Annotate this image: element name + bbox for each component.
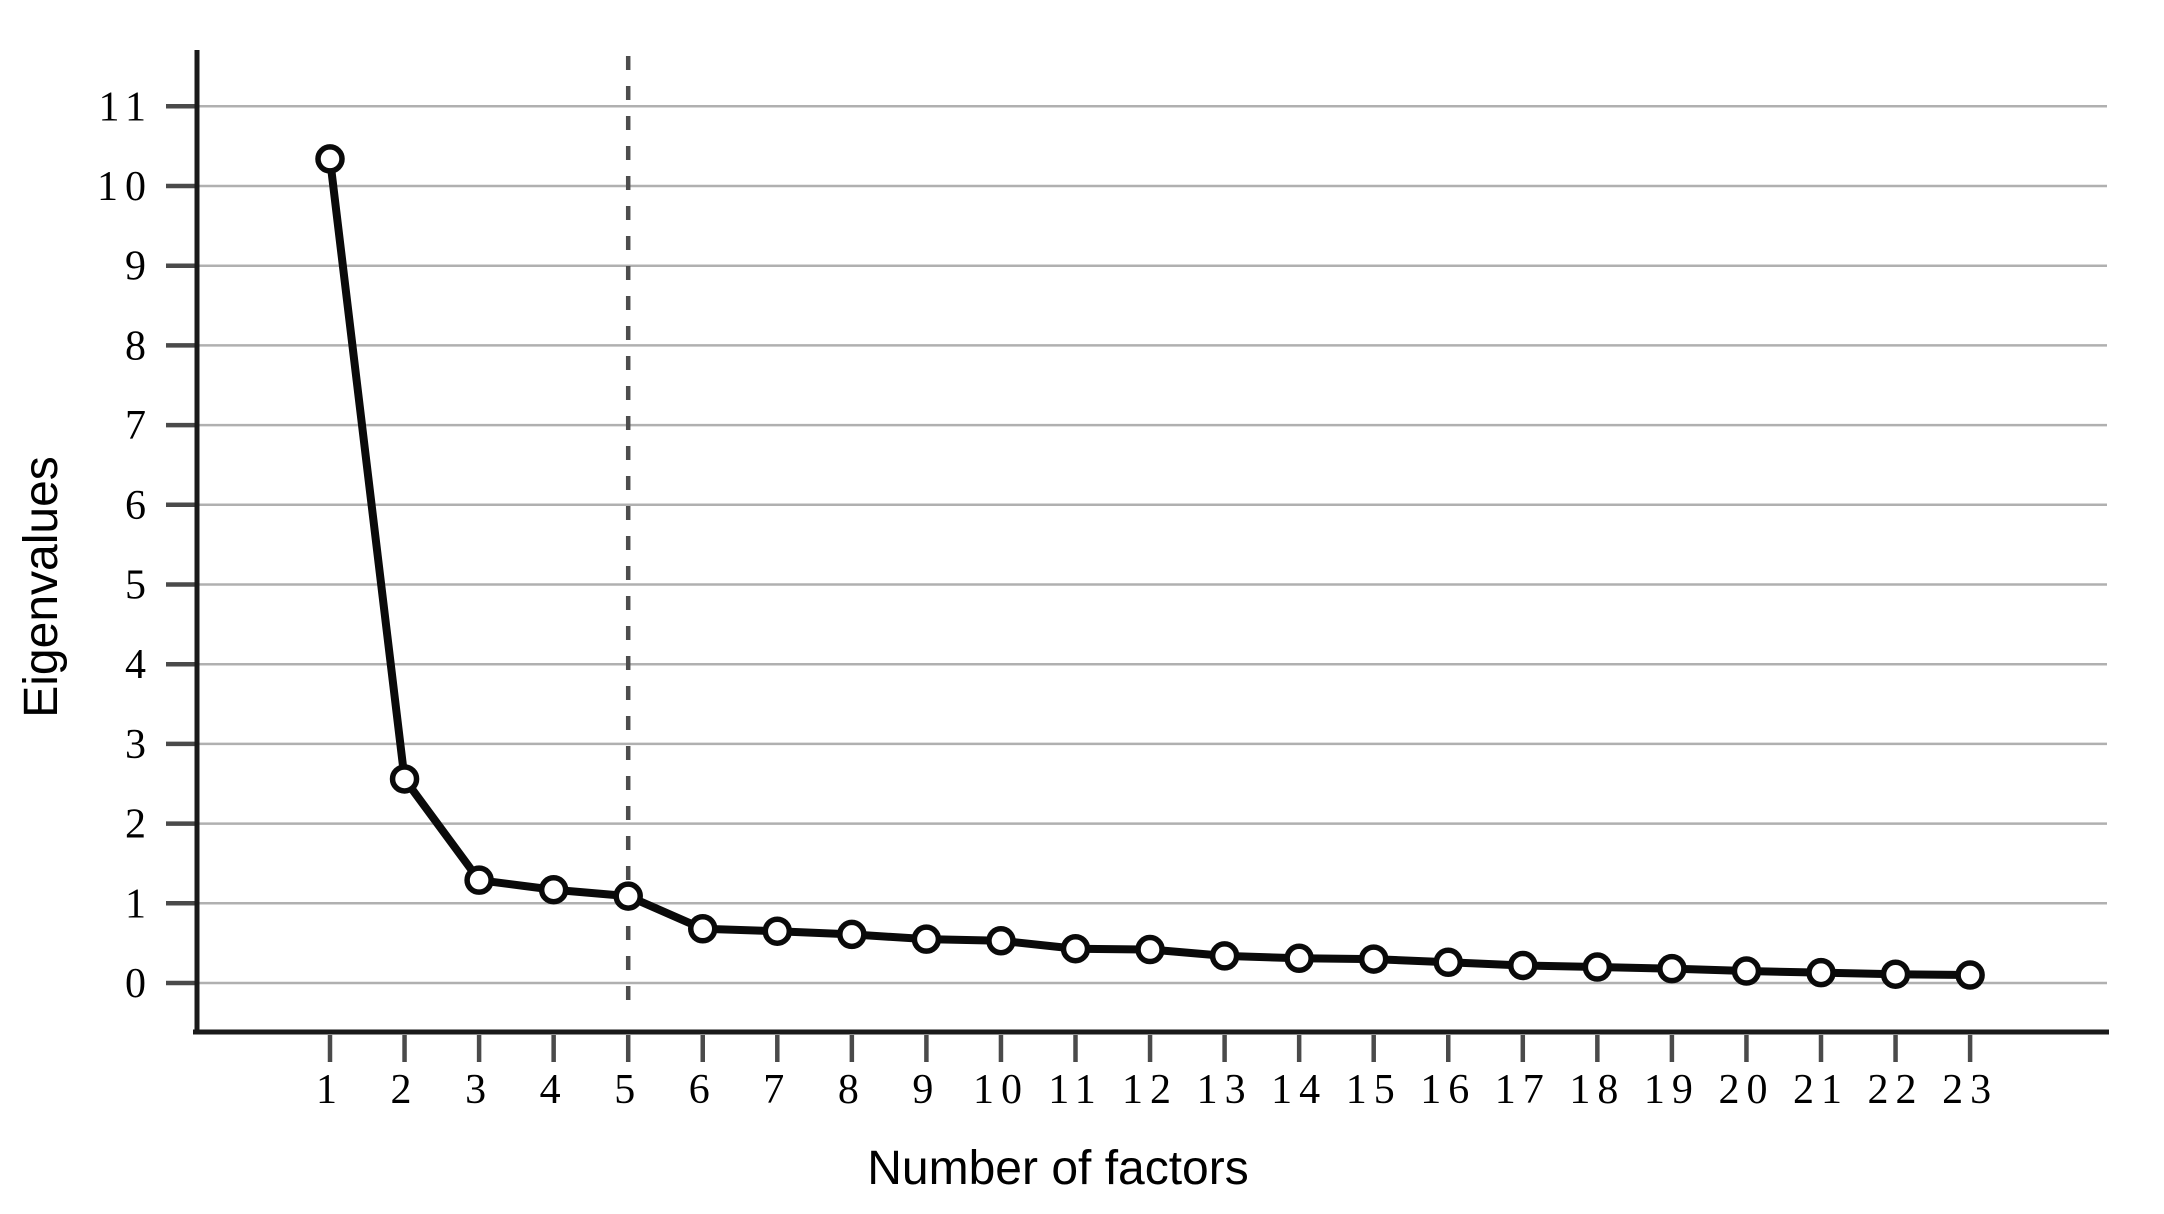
y-tick-label: 1 <box>125 881 153 927</box>
x-tick-label: 6 <box>689 1067 717 1113</box>
y-axis-title: Eigenvalues <box>15 456 68 718</box>
x-tick-label: 17 <box>1495 1067 1551 1113</box>
y-tick-label: 0 <box>125 961 153 1007</box>
data-point-marker <box>538 875 569 905</box>
x-tick-label: 18 <box>1569 1067 1625 1113</box>
x-tick-label: 7 <box>763 1067 791 1113</box>
data-point-marker <box>986 926 1016 956</box>
data-point-marker <box>911 924 942 954</box>
y-tick-label: 7 <box>125 403 153 449</box>
series-line <box>326 154 1975 980</box>
data-point-marker <box>1508 950 1538 981</box>
x-tick-label: 22 <box>1868 1067 1924 1113</box>
x-tick-label: 2 <box>391 1067 419 1113</box>
data-point-marker <box>837 919 867 950</box>
x-tick-label: 9 <box>912 1067 940 1113</box>
y-tick-label: 10 <box>97 164 153 210</box>
data-point-marker <box>1358 944 1389 974</box>
x-tick-label: 5 <box>614 1067 642 1113</box>
x-tick-label: 14 <box>1271 1067 1327 1113</box>
x-tick-label: 10 <box>973 1067 1029 1113</box>
x-tick-label: 21 <box>1793 1067 1849 1113</box>
x-tick-label: 16 <box>1420 1067 1476 1113</box>
ticks-layer <box>166 104 1973 1062</box>
y-tick-label: 6 <box>125 483 153 529</box>
x-tick-label: 12 <box>1122 1067 1178 1113</box>
x-tick-label: 8 <box>838 1067 866 1113</box>
data-point-marker <box>1209 941 1240 971</box>
x-axis-title: Number of factors <box>867 1142 1248 1195</box>
x-tick-label: 3 <box>465 1067 493 1113</box>
y-tick-label: 3 <box>125 722 153 768</box>
data-point-marker <box>1880 959 1911 989</box>
x-tick-label: 19 <box>1644 1067 1700 1113</box>
data-point-marker <box>389 764 420 794</box>
x-tick-label: 15 <box>1346 1067 1402 1113</box>
y-tick-label: 11 <box>99 84 153 130</box>
data-point-marker <box>1731 956 1762 986</box>
x-tick-label: 4 <box>540 1067 568 1113</box>
y-tick-label: 4 <box>125 642 153 688</box>
y-tick-label: 2 <box>125 802 153 848</box>
y-tick-label: 9 <box>125 244 153 290</box>
data-point-marker <box>1060 933 1091 964</box>
data-point-marker <box>1135 934 1165 965</box>
data-point-marker <box>1582 952 1613 982</box>
series-layer <box>315 144 1985 990</box>
data-point-marker <box>1657 953 1687 984</box>
x-tick-label: 13 <box>1197 1067 1253 1113</box>
data-point-marker <box>1433 947 1463 978</box>
data-point-marker <box>464 865 494 895</box>
data-point-marker <box>613 881 643 911</box>
data-point-marker <box>1284 943 1314 974</box>
y-tick-label: 8 <box>125 323 153 369</box>
data-point-marker <box>762 916 793 946</box>
y-tick-label: 5 <box>125 563 153 609</box>
data-point-marker <box>688 914 718 944</box>
data-point-marker <box>1955 960 1985 990</box>
data-point-marker <box>315 144 345 174</box>
gridlines-layer <box>197 105 2107 985</box>
axes-layer <box>193 50 2109 1035</box>
x-tick-label: 11 <box>1048 1067 1102 1113</box>
data-point-marker <box>1806 957 1836 988</box>
x-tick-label: 1 <box>316 1067 344 1113</box>
x-tick-label: 20 <box>1718 1067 1774 1113</box>
x-tick-label: 23 <box>1942 1067 1998 1113</box>
